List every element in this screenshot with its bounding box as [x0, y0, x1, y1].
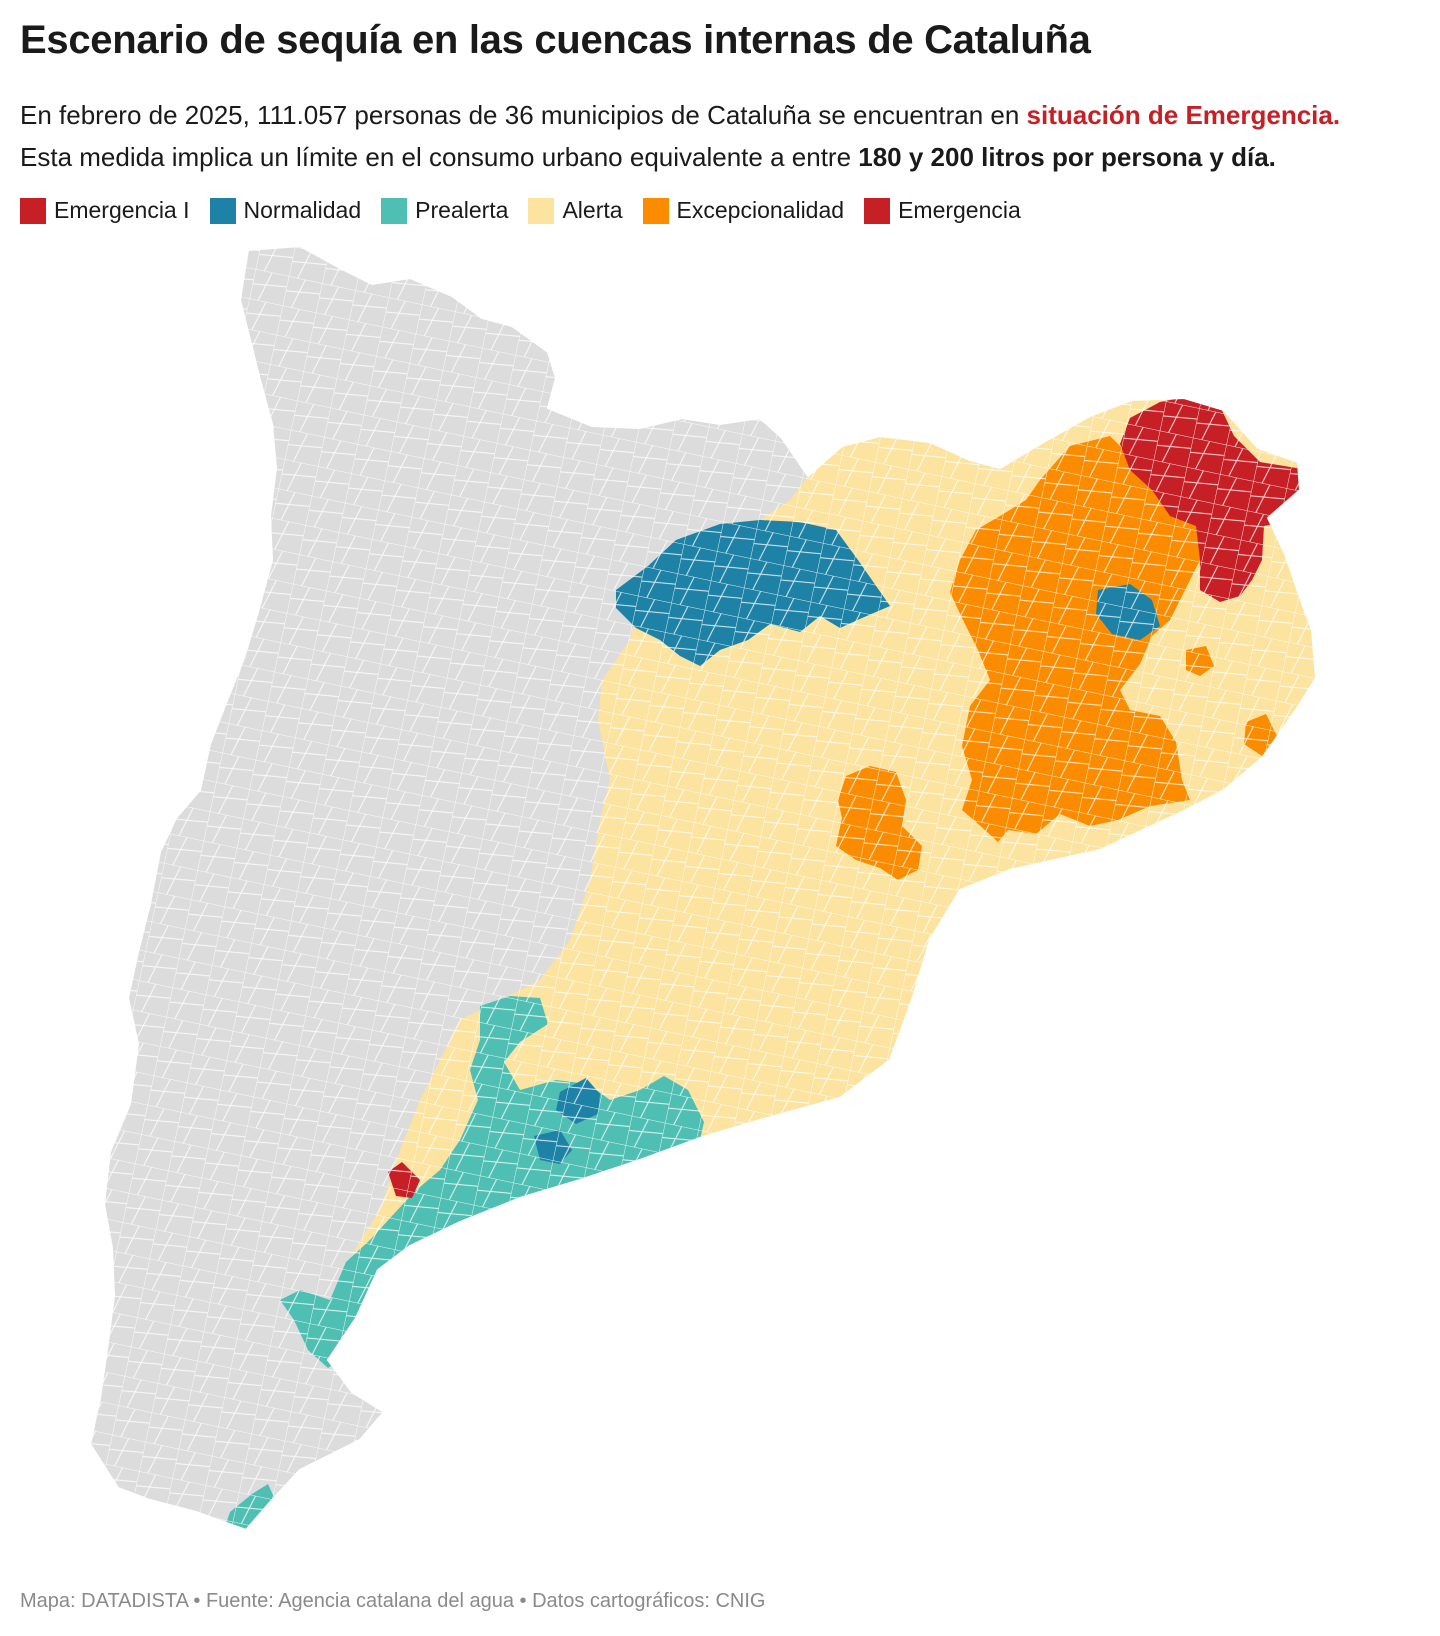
page-title: Escenario de sequía en las cuencas inter…: [20, 18, 1091, 62]
legend-item-alerta[interactable]: Alerta: [528, 197, 623, 224]
catalonia-drought-map[interactable]: [0, 240, 1440, 1570]
legend-label: Normalidad: [243, 197, 362, 223]
legend-item-emergencia-i[interactable]: Emergencia I: [20, 197, 190, 224]
subtitle: En febrero de 2025, 111.057 personas de …: [20, 94, 1420, 178]
legend-label: Emergencia: [898, 197, 1021, 223]
legend-item-prealerta[interactable]: Prealerta: [381, 197, 508, 224]
legend-swatch: [528, 197, 555, 224]
legend-swatch: [209, 197, 236, 224]
source-footer: Mapa: DATADISTA • Fuente: Agencia catala…: [20, 1590, 766, 1612]
legend: Emergencia I Normalidad Prealerta Alerta…: [20, 197, 1021, 224]
legend-item-emergencia[interactable]: Emergencia: [864, 197, 1021, 224]
subtitle-litres-highlight: 180 y 200 litros por persona y día.: [858, 142, 1276, 172]
municipality-boundaries: [90, 246, 1316, 1530]
legend-swatch: [642, 197, 669, 224]
legend-label: Alerta: [562, 197, 623, 223]
legend-item-excepcionalidad[interactable]: Excepcionalidad: [642, 197, 845, 224]
subtitle-line2: Esta medida implica un límite en el cons…: [20, 142, 859, 172]
legend-swatch: [20, 197, 46, 224]
legend-label: Excepcionalidad: [676, 197, 845, 223]
legend-item-normalidad[interactable]: Normalidad: [209, 197, 362, 224]
legend-swatch: [864, 197, 891, 224]
subtitle-line1: En febrero de 2025, 111.057 personas de …: [20, 100, 1027, 130]
catalonia-outline: [88, 244, 1318, 1532]
legend-swatch: [381, 197, 408, 224]
legend-label: Emergencia I: [54, 197, 190, 223]
subtitle-emergency-highlight: situación de Emergencia.: [1026, 100, 1341, 130]
legend-label: Prealerta: [415, 197, 509, 223]
